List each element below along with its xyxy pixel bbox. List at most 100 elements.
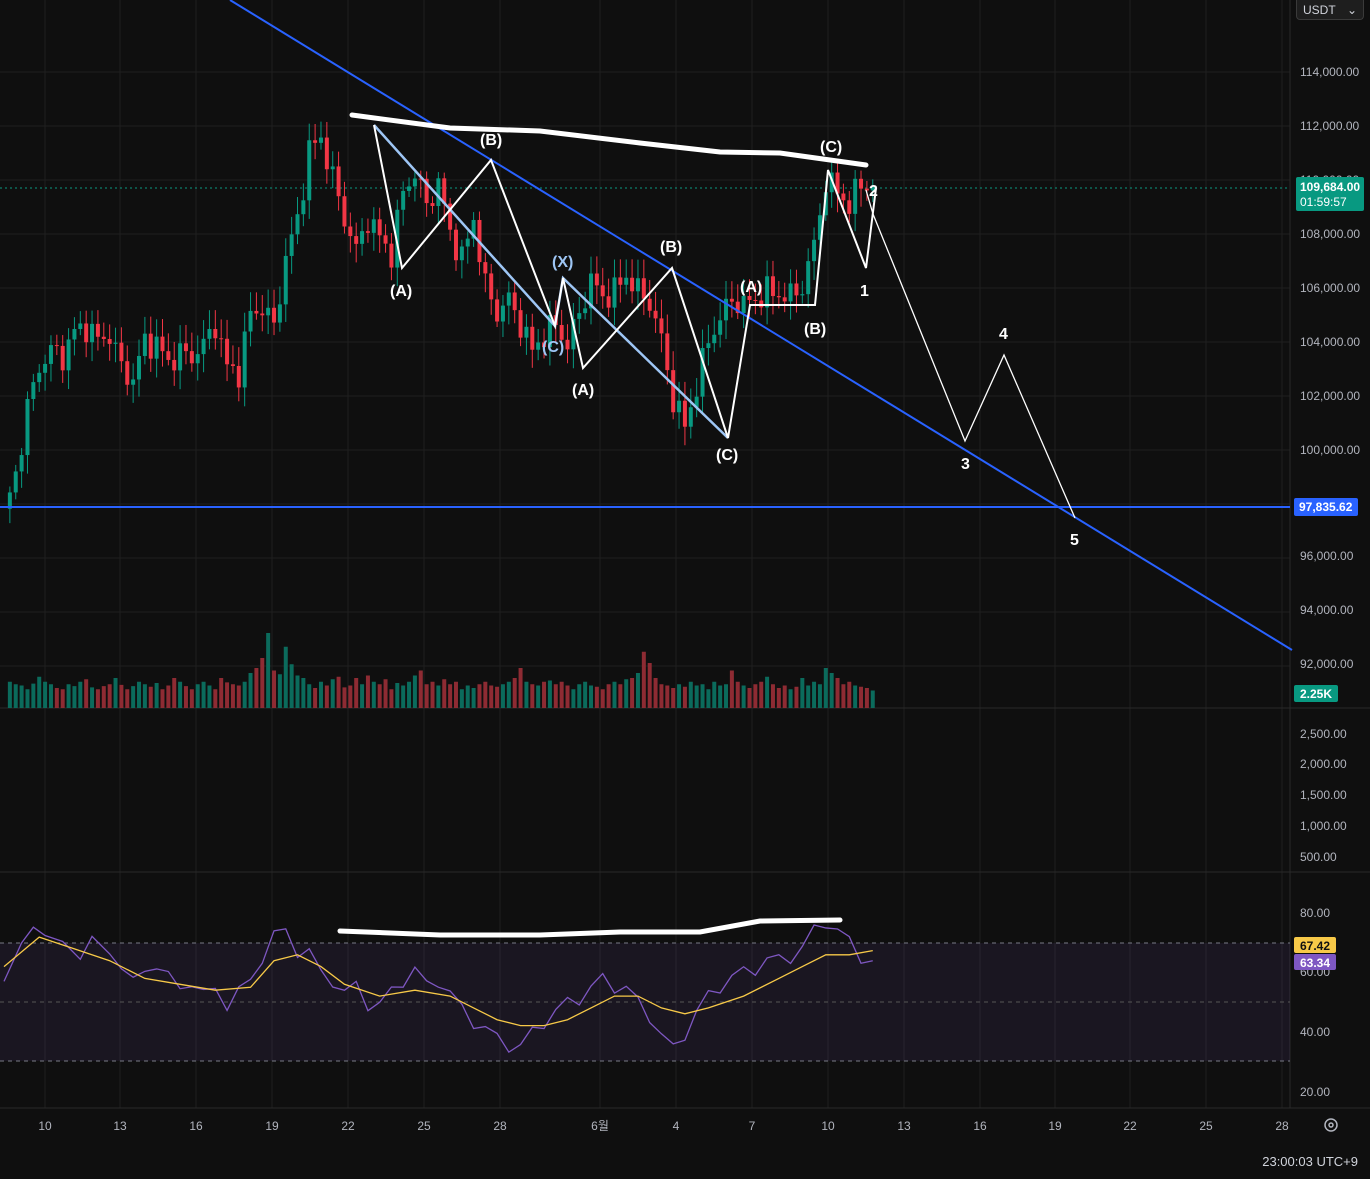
candle-body[interactable]: [84, 323, 89, 343]
volume-bar[interactable]: [671, 688, 676, 708]
volume-bar[interactable]: [424, 684, 429, 708]
volume-bar[interactable]: [166, 685, 171, 709]
candle-body[interactable]: [624, 277, 629, 285]
candle-body[interactable]: [618, 277, 623, 285]
candle-body[interactable]: [207, 328, 212, 339]
candle-body[interactable]: [547, 315, 552, 348]
candle-body[interactable]: [324, 137, 329, 170]
volume-bar[interactable]: [812, 681, 817, 708]
candle-body[interactable]: [506, 292, 511, 306]
candle-body[interactable]: [483, 262, 488, 274]
volume-bar[interactable]: [788, 689, 793, 708]
candle-body[interactable]: [448, 203, 453, 230]
volume-bar[interactable]: [677, 684, 682, 708]
volume-bar[interactable]: [653, 678, 658, 708]
volume-bar[interactable]: [37, 676, 42, 708]
volume-bar[interactable]: [125, 689, 130, 708]
volume-bar[interactable]: [283, 646, 288, 708]
volume-bar[interactable]: [489, 685, 494, 709]
wave-label-5[interactable]: 5: [1070, 532, 1079, 549]
volume-bar[interactable]: [95, 689, 100, 708]
candle-body[interactable]: [542, 342, 547, 348]
candle-body[interactable]: [606, 296, 611, 308]
price-tick-label[interactable]: 100,000.00: [1300, 443, 1360, 457]
candle-body[interactable]: [500, 305, 505, 322]
wave-label-3[interactable]: 3: [961, 456, 970, 473]
candle-body[interactable]: [213, 328, 218, 339]
candle-body[interactable]: [360, 231, 365, 244]
candle-body[interactable]: [659, 318, 664, 334]
candle-body[interactable]: [219, 338, 224, 340]
volume-bar[interactable]: [859, 686, 864, 708]
volume-bar[interactable]: [54, 688, 59, 708]
volume-bar[interactable]: [612, 681, 617, 708]
candle-body[interactable]: [330, 166, 335, 170]
candle-body[interactable]: [583, 308, 588, 314]
candle-body[interactable]: [189, 351, 194, 364]
candle-body[interactable]: [60, 345, 65, 371]
candle-body[interactable]: [230, 364, 235, 366]
candle-body[interactable]: [418, 178, 423, 180]
volume-bar[interactable]: [630, 678, 635, 708]
volume-bar[interactable]: [688, 681, 693, 708]
candle-body[interactable]: [641, 278, 646, 299]
wave-label-a3[interactable]: (A): [740, 279, 762, 296]
price-tick-label[interactable]: 106,000.00: [1300, 281, 1360, 295]
candle-body[interactable]: [66, 339, 71, 371]
clock-readout[interactable]: 23:00:03 UTC+9: [1262, 1154, 1358, 1169]
volume-bar[interactable]: [13, 684, 18, 708]
time-tick-label[interactable]: 6월: [591, 1119, 609, 1133]
volume-bar[interactable]: [66, 684, 71, 708]
time-tick-label[interactable]: 28: [493, 1119, 507, 1133]
wave-label-a2[interactable]: (A): [572, 382, 594, 399]
candle-body[interactable]: [712, 334, 717, 344]
rsi-line[interactable]: [3, 924, 873, 1054]
candle-body[interactable]: [870, 186, 875, 191]
time-tick-label[interactable]: 16: [189, 1119, 203, 1133]
candle-body[interactable]: [412, 178, 417, 187]
volume-bar[interactable]: [436, 685, 441, 709]
volume-bar[interactable]: [248, 673, 253, 708]
volume-bar[interactable]: [342, 687, 347, 708]
candle-body[interactable]: [800, 294, 805, 296]
candle-body[interactable]: [48, 345, 53, 364]
candle-body[interactable]: [442, 178, 447, 204]
volume-bar[interactable]: [477, 684, 482, 708]
volume-bar[interactable]: [442, 679, 447, 708]
wave-label-c3[interactable]: (C): [820, 139, 842, 156]
volume-bar[interactable]: [747, 688, 752, 708]
volume-bar[interactable]: [301, 678, 306, 708]
volume-bar[interactable]: [330, 679, 335, 708]
volume-bar[interactable]: [694, 685, 699, 709]
candle-body[interactable]: [741, 296, 746, 314]
volume-bar[interactable]: [782, 685, 787, 709]
volume-bar[interactable]: [864, 688, 869, 708]
time-tick-label[interactable]: 25: [1199, 1119, 1213, 1133]
volume-bar[interactable]: [154, 683, 159, 708]
rsi-tick-label[interactable]: 80.00: [1300, 906, 1330, 920]
candle-body[interactable]: [266, 307, 271, 316]
volume-tick-label[interactable]: 1,000.00: [1300, 819, 1347, 833]
volume-bar[interactable]: [565, 685, 570, 709]
volume-bar[interactable]: [465, 685, 470, 709]
candle-body[interactable]: [195, 354, 200, 364]
candle-body[interactable]: [336, 166, 341, 197]
resistance-curve[interactable]: [349, 112, 869, 168]
volume-bar[interactable]: [295, 675, 300, 709]
candle-body[interactable]: [31, 382, 36, 399]
candle-body[interactable]: [565, 339, 570, 350]
volume-bar[interactable]: [542, 681, 547, 708]
price-tick-label[interactable]: 96,000.00: [1300, 549, 1354, 563]
volume-bar[interactable]: [735, 681, 740, 708]
volume-bar[interactable]: [536, 685, 541, 709]
volume-bar[interactable]: [219, 678, 224, 708]
candle-body[interactable]: [817, 215, 822, 240]
candle-body[interactable]: [107, 338, 112, 344]
candle-body[interactable]: [524, 326, 529, 338]
rsi-tick-label[interactable]: 40.00: [1300, 1025, 1330, 1039]
candle-body[interactable]: [489, 273, 494, 300]
candle-body[interactable]: [365, 231, 370, 233]
candle-body[interactable]: [759, 300, 764, 308]
volume-bar[interactable]: [682, 686, 687, 708]
